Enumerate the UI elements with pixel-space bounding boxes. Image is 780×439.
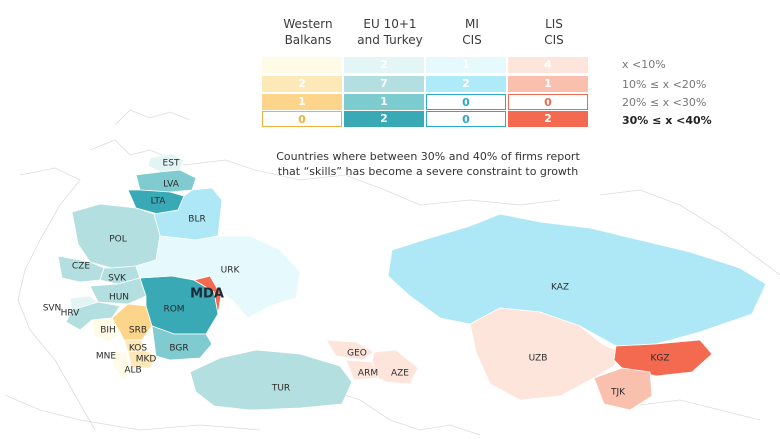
country-label-bgr: BGR [169, 344, 188, 354]
country-label-cze: CZE [72, 262, 90, 272]
group-name-line2: Balkans [284, 33, 332, 47]
legend-item: 20% ≤ x <30% [622, 96, 707, 109]
count-cell: 1 [344, 94, 424, 110]
country-aze [371, 349, 419, 385]
count-cell: 0 [426, 94, 506, 110]
country-alb [111, 351, 133, 381]
legend-item-highlight: 30% ≤ x <40% [622, 114, 712, 127]
country-label-kgz: KGZ [650, 354, 669, 364]
group-name-line2: and Turkey [357, 33, 423, 47]
country-label-urk: URK [221, 266, 241, 276]
group-name-line2: CIS [462, 33, 482, 47]
country-label-mda: MDA [190, 287, 224, 302]
country-label-lta: LTA [151, 197, 167, 207]
country-label-tjk: TJK [610, 388, 626, 398]
country-label-est: EST [163, 159, 180, 169]
country-label-svk: SVK [108, 274, 127, 284]
country-tur [189, 349, 353, 411]
country-label-srb: SRB [129, 326, 147, 336]
country-uzb [469, 307, 621, 401]
country-label-kaz: KAZ [551, 283, 569, 293]
country-label-tur: TUR [271, 384, 290, 394]
group-header-eu: EU 10+1 and Turkey [347, 16, 433, 48]
country-kaz [387, 213, 767, 347]
country-label-kos: KOS [129, 344, 147, 354]
country-label-hun: HUN [109, 293, 129, 303]
country-tjk [593, 367, 653, 411]
country-urk [135, 235, 301, 319]
count-cell: 2 [344, 111, 424, 127]
count-cell: 0 [508, 94, 588, 110]
country-kgz [613, 339, 713, 377]
country-label-pol: POL [109, 235, 127, 245]
country-label-mkd: MKD [136, 355, 157, 365]
group-name-line1: EU 10+1 [363, 17, 417, 31]
group-header-mi-cis: MI CIS [429, 16, 515, 48]
group-header-lis-cis: LIS CIS [511, 16, 597, 48]
count-cell: 7 [344, 76, 424, 92]
country-label-svn: SVN [43, 304, 62, 314]
count-cell: 1 [426, 57, 506, 73]
count-cell: 2 [344, 57, 424, 73]
count-cell: 0 [262, 111, 342, 127]
country-label-rom: ROM [163, 305, 184, 315]
country-geo [325, 339, 375, 361]
country-mkd [127, 349, 157, 369]
note-line: Countries where between 30% and 40% of f… [276, 150, 580, 163]
legend-item: x <10% [622, 58, 666, 71]
map-note: Countries where between 30% and 40% of f… [268, 149, 588, 179]
country-label-aze: AZE [391, 369, 409, 379]
country-label-blr: BLR [188, 215, 205, 225]
country-label-geo: GEO [347, 349, 367, 359]
count-cell: 2 [508, 111, 588, 127]
group-name-line1: LIS [545, 17, 563, 31]
country-label-lva: LVA [163, 180, 180, 190]
country-label-arm: ARM [358, 369, 378, 379]
group-header-western-balkans: Western Balkans [265, 16, 351, 48]
group-name-line1: MI [465, 17, 479, 31]
country-bih [91, 317, 121, 343]
country-label-uzb: UZB [529, 354, 548, 364]
country-label-mne: MNE [96, 352, 116, 362]
count-cell: 4 [508, 57, 588, 73]
count-cell: 1 [262, 94, 342, 110]
background-landmass-outlines [4, 109, 780, 436]
group-name-line1: Western [283, 17, 333, 31]
country-srb [111, 303, 153, 341]
count-cell: 2 [426, 76, 506, 92]
count-cell [262, 57, 342, 73]
country-bgr [151, 325, 213, 361]
country-label-hrv: HRV [61, 309, 81, 319]
country-label-bih: BIH [100, 326, 116, 336]
country-label-alb: ALB [124, 366, 141, 376]
legend-item: 10% ≤ x <20% [622, 78, 707, 91]
count-cell: 0 [426, 111, 506, 127]
note-line: that “skills” has become a severe constr… [277, 165, 579, 178]
count-cell: 1 [508, 76, 588, 92]
group-name-line2: CIS [544, 33, 564, 47]
count-cell: 2 [262, 76, 342, 92]
